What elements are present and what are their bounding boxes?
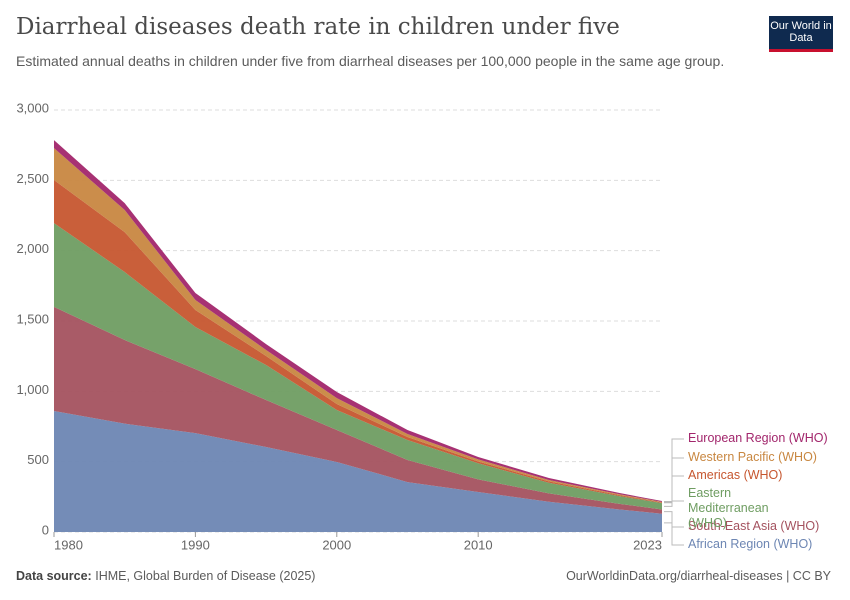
legend-label[interactable]: Western Pacific (WHO) xyxy=(688,450,817,464)
legend-label[interactable]: Eastern Mediterranean (WHO) xyxy=(688,486,769,530)
chart-title: Diarrheal diseases death rate in childre… xyxy=(16,14,620,40)
y-tick-label: 3,000 xyxy=(16,100,49,115)
x-tick-label: 1990 xyxy=(181,537,210,552)
source: Data source: IHME, Global Burden of Dise… xyxy=(16,569,315,583)
legend-connector xyxy=(664,457,684,503)
legend-connector xyxy=(664,511,684,528)
y-tick-label: 1,500 xyxy=(16,311,49,326)
legend-label[interactable]: African Region (WHO) xyxy=(688,537,813,551)
legend-connector xyxy=(664,500,684,507)
legend-label[interactable]: European Region (WHO) xyxy=(688,431,828,445)
chart-subtitle: Estimated annual deaths in children unde… xyxy=(16,53,725,69)
legend-connector xyxy=(664,438,684,502)
source-label: Data source: xyxy=(16,569,92,583)
legend-connector xyxy=(664,475,684,504)
legend-label[interactable]: South-East Asia (WHO) xyxy=(688,519,820,533)
area xyxy=(54,411,662,532)
x-tick-label: 2023 xyxy=(633,537,662,552)
x-tick-label: 2000 xyxy=(322,537,351,552)
x-tick-label: 1980 xyxy=(54,537,83,552)
y-tick-label: 2,000 xyxy=(16,241,49,256)
y-tick-label: 500 xyxy=(27,452,49,467)
y-tick-label: 2,500 xyxy=(16,171,49,186)
source-url[interactable]: OurWorldinData.org/diarrheal-diseases | … xyxy=(566,569,831,583)
source-text: IHME, Global Burden of Disease (2025) xyxy=(95,569,316,583)
legend-label[interactable]: Americas (WHO) xyxy=(688,468,783,482)
logo[interactable]: Our World in Data xyxy=(769,16,833,52)
y-tick-label: 0 xyxy=(42,522,49,537)
legend-connector xyxy=(664,522,684,546)
x-tick-label: 2010 xyxy=(464,537,493,552)
y-tick-label: 1,000 xyxy=(16,382,49,397)
area xyxy=(54,306,662,514)
